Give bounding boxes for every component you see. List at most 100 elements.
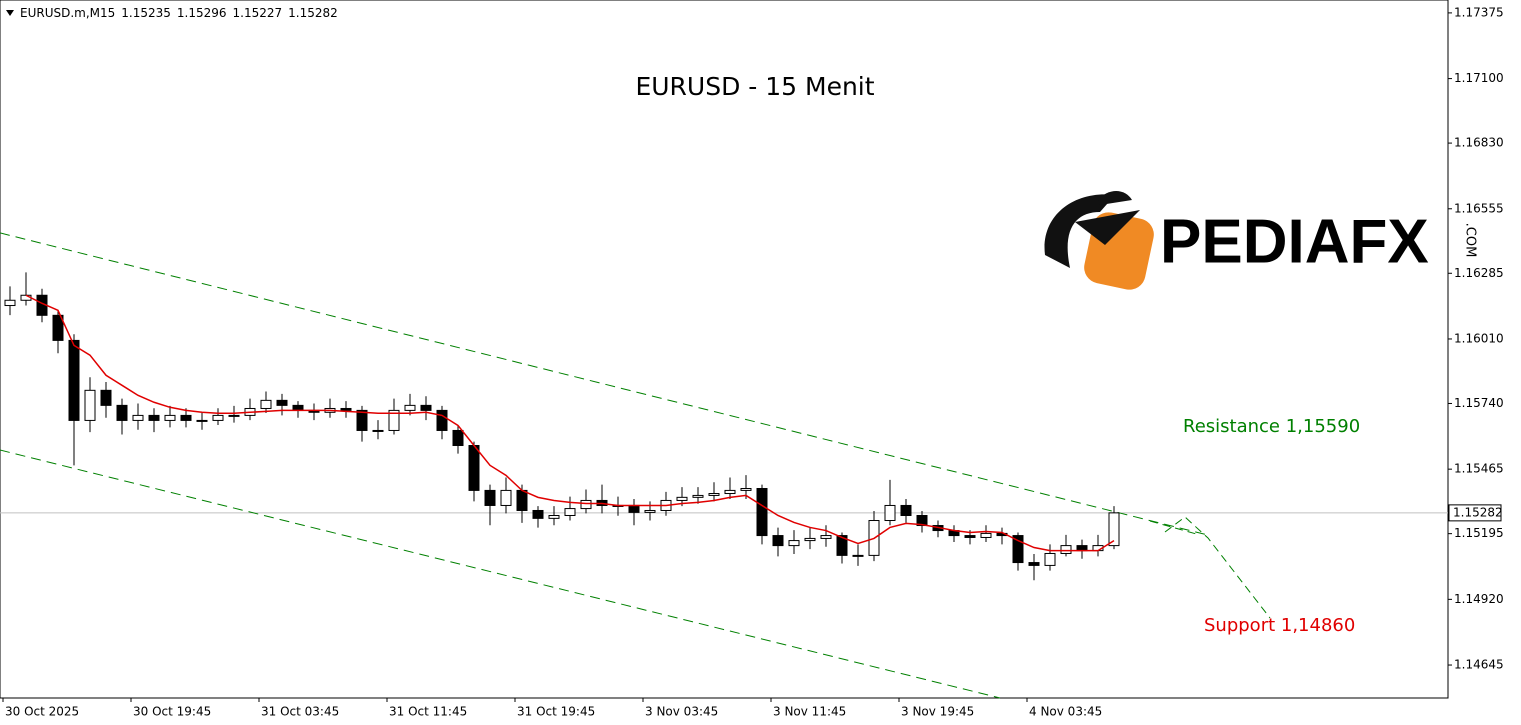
y-tick-label: 1.15465 — [1454, 462, 1504, 476]
candle-body — [692, 494, 704, 498]
logo-slash — [1075, 210, 1140, 245]
candle-body — [276, 399, 288, 406]
header-value: 1.15227 — [233, 6, 283, 20]
symbol: EURUSD.m,M15 — [20, 6, 115, 20]
x-tick-label: 31 Oct 19:45 — [517, 705, 595, 719]
candle-body — [468, 445, 480, 491]
x-tick-label: 30 Oct 2025 — [5, 705, 79, 719]
candle-body — [372, 429, 384, 432]
moving-average — [25, 294, 1115, 552]
candle-body — [980, 532, 992, 538]
header-value: 1.15296 — [177, 6, 227, 20]
candle-body — [164, 414, 176, 421]
candle-body — [900, 504, 912, 516]
candle-body — [724, 489, 736, 495]
projection-arrow — [1149, 520, 1201, 536]
candle-body — [628, 504, 640, 513]
candle-body — [756, 488, 768, 537]
candle-body — [1108, 512, 1120, 547]
y-tick-label: 1.16830 — [1454, 136, 1504, 150]
x-tick-label: 3 Nov 03:45 — [645, 705, 718, 719]
candle-body — [1028, 562, 1040, 566]
y-tick-label: 1.15740 — [1454, 396, 1504, 410]
candle-body — [4, 299, 16, 307]
candle-body — [1012, 535, 1024, 564]
candle-body — [852, 554, 864, 557]
candle-body — [676, 496, 688, 501]
plot-frame — [0, 0, 1449, 699]
candle-body — [52, 314, 64, 341]
candle-body — [196, 419, 208, 422]
logo-suffix: .COM — [1463, 223, 1478, 258]
candle-body — [388, 409, 400, 431]
candle-body — [884, 504, 896, 522]
annotation: Support 1,14860 — [1204, 615, 1355, 636]
candle-body — [1060, 545, 1072, 554]
x-tick-label: 3 Nov 11:45 — [773, 705, 846, 719]
candle-body — [420, 404, 432, 411]
header-value: 1.15235 — [121, 6, 171, 20]
candle-body — [548, 514, 560, 519]
candle-body — [292, 404, 304, 411]
x-tick-label: 3 Nov 19:45 — [901, 705, 974, 719]
candle-body — [500, 489, 512, 506]
candle-body — [1076, 545, 1088, 552]
candle-body — [484, 489, 496, 506]
logo: PEDIAFX .COM — [1044, 191, 1478, 290]
chart-title: EURUSD - 15 Menit — [635, 72, 874, 101]
candle-body — [516, 489, 528, 511]
header-value: 1.15282 — [288, 6, 338, 20]
candle-body — [340, 407, 352, 411]
candle-body — [836, 535, 848, 556]
y-tick-label: 1.14645 — [1454, 658, 1504, 672]
candle-body — [804, 537, 816, 542]
candle-body — [564, 508, 576, 516]
x-tick-label: 30 Oct 19:45 — [133, 705, 211, 719]
price-box — [1448, 504, 1502, 522]
candle-body — [212, 414, 224, 421]
y-tick-label: 1.17375 — [1454, 5, 1504, 19]
candle-body — [916, 514, 928, 527]
candle-body — [964, 535, 976, 538]
price-label: 1.15282 — [1453, 505, 1503, 519]
candle-body — [180, 414, 192, 421]
header: EURUSD.m,M15 1.15235 1.15296 1.15227 1.15282 — [20, 6, 338, 20]
logo-text: PEDIAFX — [1160, 207, 1429, 276]
candle-body — [260, 399, 272, 409]
candle-body — [644, 509, 656, 513]
candle-body — [148, 414, 160, 421]
y-tick-label: 1.15195 — [1454, 526, 1504, 540]
candle-body — [84, 389, 96, 421]
x-tick-label: 31 Oct 03:45 — [261, 705, 339, 719]
candle-body — [788, 540, 800, 547]
y-tick-label: 1.17100 — [1454, 71, 1504, 85]
candle-body — [452, 429, 464, 447]
projection-arrow — [1164, 516, 1271, 619]
candle-body — [116, 404, 128, 421]
x-tick-label: 31 Oct 11:45 — [389, 705, 467, 719]
x-tick-label: 4 Nov 03:45 — [1029, 705, 1102, 719]
candle-body — [356, 409, 368, 431]
candle-body — [132, 414, 144, 421]
candle-body — [708, 493, 720, 496]
candle-body — [820, 535, 832, 539]
y-tick-label: 1.16010 — [1454, 331, 1504, 345]
candle-body — [100, 389, 112, 406]
header-arrow — [6, 10, 14, 16]
y-tick-label: 1.16555 — [1454, 201, 1504, 215]
candle-body — [1044, 552, 1056, 566]
candle-body — [580, 499, 592, 510]
candle-body — [740, 488, 752, 491]
candle-body — [436, 409, 448, 431]
annotation: Resistance 1,15590 — [1183, 416, 1360, 437]
logo-top — [1098, 191, 1132, 205]
trendline — [0, 449, 1001, 699]
y-tick-label: 1.14920 — [1454, 592, 1504, 606]
y-tick-label: 1.16285 — [1454, 266, 1504, 280]
candle-body — [68, 339, 80, 421]
candle-body — [772, 535, 784, 547]
candle-body — [404, 404, 416, 411]
candle-body — [228, 414, 240, 417]
